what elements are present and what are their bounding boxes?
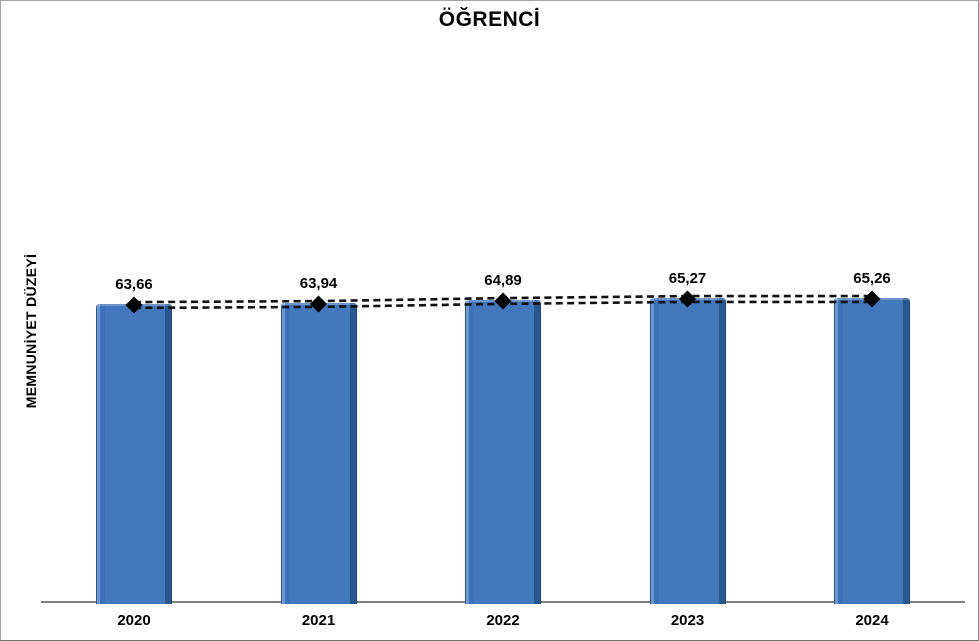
x-tick-label-2022: 2022 <box>486 612 520 629</box>
value-label-2022: 64,89 <box>484 272 522 289</box>
value-label-2020: 63,66 <box>115 276 153 293</box>
x-tick-label-2021: 2021 <box>301 612 336 629</box>
bar-2020 <box>96 304 172 604</box>
bar-2023 <box>649 298 726 604</box>
value-label-2023: 65,27 <box>668 270 707 287</box>
x-tick-label-2023: 2023 <box>670 612 705 629</box>
y-axis-title: MEMNUNİYET DÜZEYİ <box>23 253 39 409</box>
bar-2021 <box>280 303 357 604</box>
x-tick-label-2020: 2020 <box>117 612 151 629</box>
chart-title: ÖĞRENCİ <box>438 8 541 31</box>
bar-2024 <box>834 298 910 604</box>
x-tick-label-2024: 2024 <box>855 612 889 629</box>
bar-2022 <box>465 300 541 604</box>
value-label-2024: 65,26 <box>853 270 891 287</box>
value-label-2021: 63,94 <box>299 275 338 292</box>
